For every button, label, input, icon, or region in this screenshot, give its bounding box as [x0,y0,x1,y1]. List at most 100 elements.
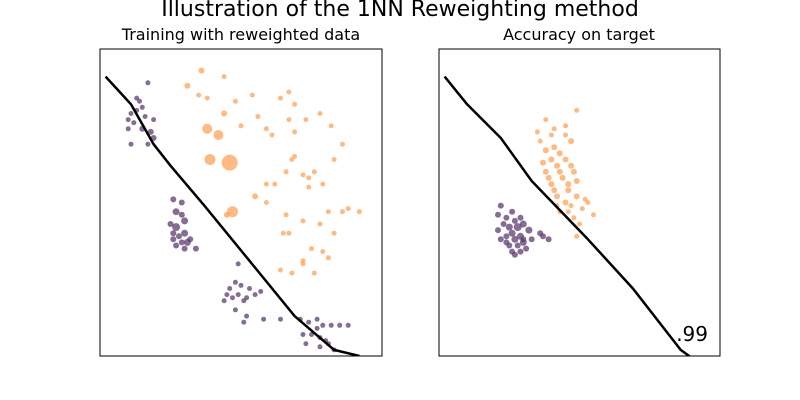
data-point [556,168,563,175]
data-point [235,292,241,298]
data-point [151,117,157,123]
data-point [224,292,230,298]
data-point [551,144,558,151]
data-point [570,168,577,175]
data-point [178,239,185,246]
data-point [198,67,205,74]
data-point [503,233,510,240]
data-point [519,220,527,228]
data-point [204,154,216,165]
data-point [221,74,227,80]
data-point [340,209,345,215]
data-point [192,245,199,252]
data-point [551,126,557,132]
data-point [331,230,337,236]
data-point [232,279,238,285]
data-point [252,292,258,298]
data-point [263,126,269,132]
data-point [241,319,247,325]
data-point [278,95,283,101]
data-point [562,156,569,163]
data-point [303,117,309,123]
data-point [574,107,580,113]
data-point [167,221,174,227]
decision-boundary [443,75,692,356]
data-point [283,169,289,175]
data-point [543,117,549,123]
data-point [235,261,241,267]
data-point [300,172,306,178]
data-point [263,181,269,187]
data-point [142,114,148,119]
data-point [181,245,188,252]
data-point [223,211,230,218]
data-point [574,233,580,239]
data-point [565,187,572,194]
data-point [247,286,252,291]
data-point [325,255,331,261]
data-point [340,141,345,147]
data-point [537,138,543,144]
data-point [289,270,295,276]
data-point [523,245,530,252]
data-point [548,132,554,138]
data-point [227,286,233,291]
data-point [317,344,323,350]
data-point [568,138,575,145]
data-point [565,209,571,215]
data-point [556,150,563,157]
data-point [187,236,194,243]
data-point [286,230,292,236]
decision-boundary [104,75,360,356]
data-point [562,199,569,206]
data-point [176,233,182,240]
data-point [517,214,524,221]
data-point [563,132,568,138]
data-point [263,200,269,205]
data-point [131,120,137,126]
data-point [345,322,351,328]
data-point [204,95,210,101]
data-point [244,313,250,319]
data-point [283,212,289,218]
data-point [514,242,521,249]
axes-frame [99,48,383,357]
data-point [320,322,326,328]
data-point [540,159,546,166]
data-point [306,319,312,325]
data-point [269,132,275,138]
data-point [306,184,312,190]
data-point [517,248,524,255]
data-point [255,114,261,119]
data-point [184,82,191,89]
figure-title: Illustration of the 1NN Reweighting meth… [161,0,639,22]
data-point [280,230,286,236]
data-point [230,295,235,301]
data-point [306,175,312,181]
data-point [585,200,591,205]
data-point [300,218,306,224]
data-point [337,322,343,328]
data-point [525,226,533,234]
panel-target: Accuracy on target .99 [438,25,721,357]
data-point [495,227,501,234]
data-point [213,130,224,140]
data-point [513,223,522,232]
data-point [178,199,185,206]
data-point [221,110,228,117]
panel-title: Training with reweighted data [121,25,360,44]
data-point [258,289,264,294]
data-point [573,193,580,200]
data-point [317,111,323,116]
data-point [125,117,131,123]
data-point [500,221,507,227]
data-point [286,117,292,123]
data-point [554,193,560,200]
data-point [249,92,255,98]
data-point [568,203,574,209]
data-point [303,341,309,347]
data-point [196,92,202,98]
data-point [511,217,518,224]
data-point [145,141,151,147]
